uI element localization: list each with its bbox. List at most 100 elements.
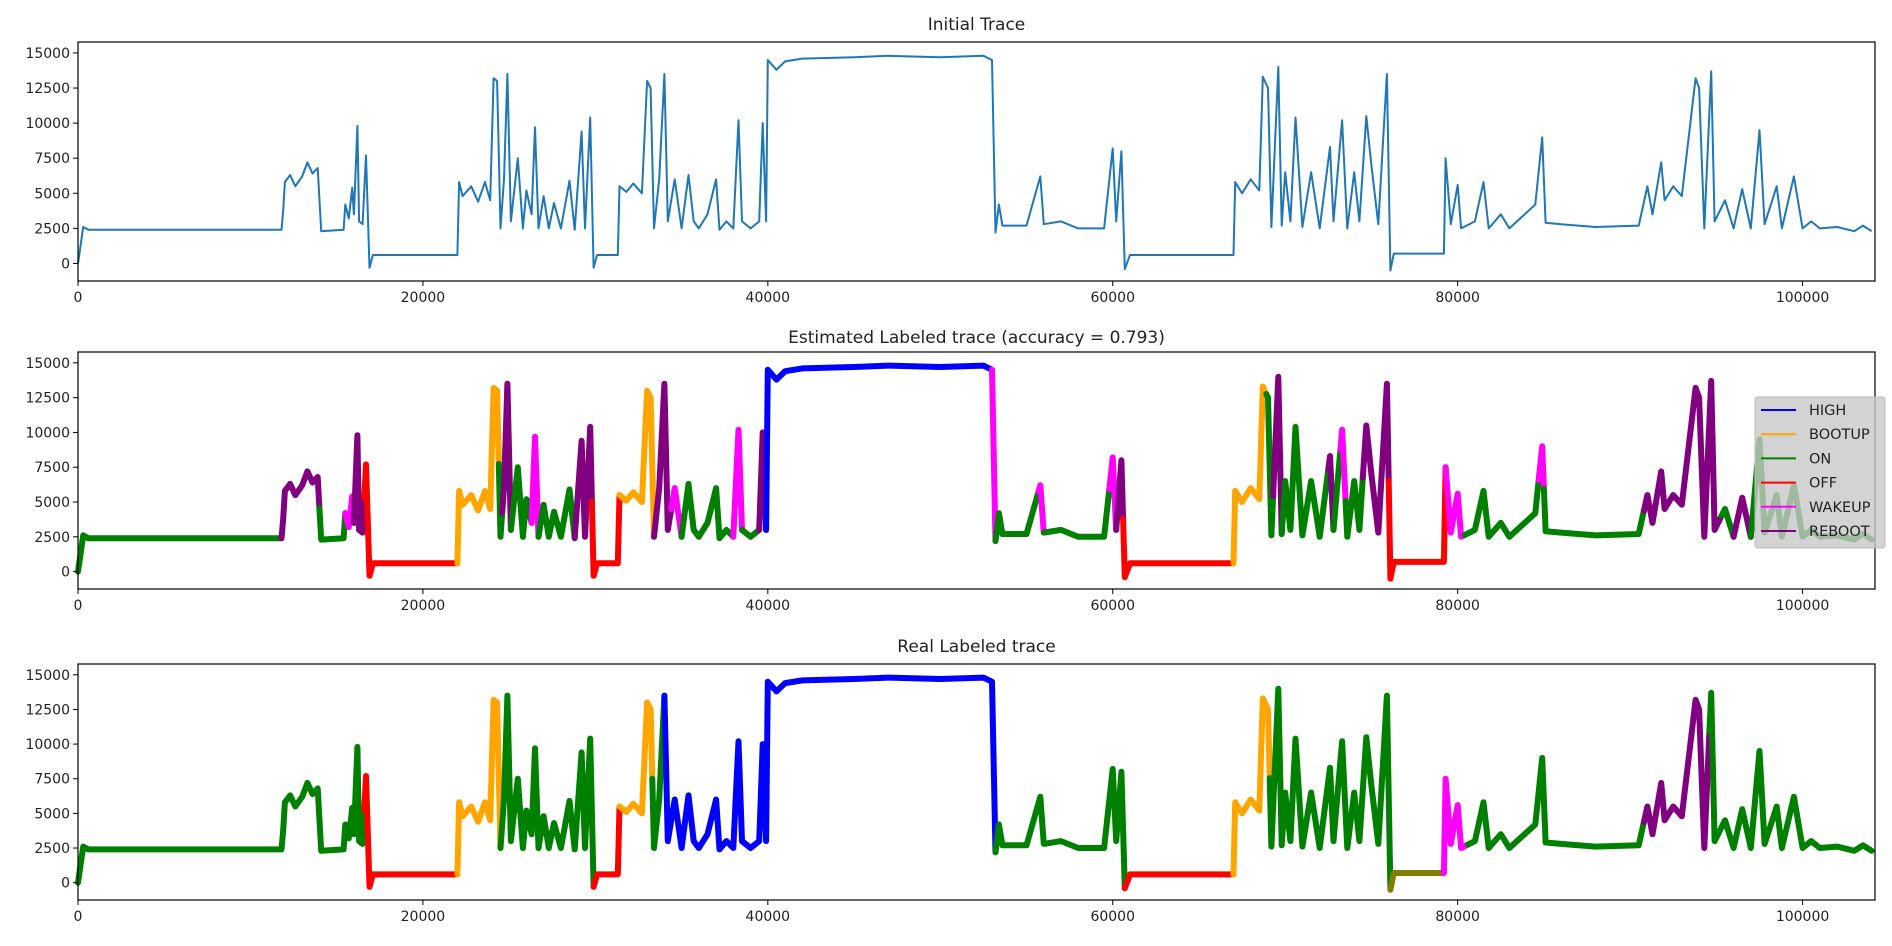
y-tick-label: 15000 (25, 356, 70, 372)
x-tick-label: 20000 (401, 290, 446, 306)
y-tick-label: 5000 (34, 806, 70, 822)
panel-2: Estimated Labeled trace (accuracy = 0.79… (25, 328, 1886, 614)
segment-on (1540, 485, 1647, 539)
segment-reboot (1270, 373, 1285, 537)
y-tick-label: 5000 (34, 186, 70, 202)
segment-reboot (571, 423, 595, 542)
segment-reboot (1730, 494, 1754, 540)
segment-on (1266, 685, 1394, 893)
segment-on (1330, 446, 1344, 533)
segment-on (497, 692, 597, 890)
legend-label-reboot: REBOOT (1809, 524, 1870, 540)
segment-bootup (616, 387, 657, 540)
y-tick-label: 10000 (25, 116, 70, 132)
y-tick-label: 2500 (34, 221, 70, 237)
segment-reboot (1640, 377, 1725, 540)
segment-reboot (499, 380, 514, 533)
segment-reboot (1640, 696, 1713, 851)
y-tick-label: 12500 (25, 702, 70, 718)
segment-on (495, 460, 506, 540)
segment-off (1385, 464, 1449, 582)
y-tick-label: 7500 (34, 151, 70, 167)
x-tick-label: 80000 (1435, 290, 1480, 306)
legend-label-high: HIGH (1809, 403, 1846, 419)
x-tick-label: 0 (74, 598, 83, 614)
y-tick-label: 7500 (34, 460, 70, 476)
y-tick-label: 10000 (25, 425, 70, 441)
x-tick-label: 20000 (401, 598, 446, 614)
y-tick-label: 5000 (34, 495, 70, 511)
segment-on (535, 486, 578, 542)
segment-wakeup (1535, 443, 1547, 492)
x-tick-label: 0 (74, 290, 83, 306)
panel-3: Real Labeled trace 0 20000 40000 60000 80000 1… (25, 637, 1876, 925)
segment-reboot (651, 380, 675, 540)
segment-off (1120, 515, 1237, 581)
legend-label-bootup: BOOTUP (1809, 427, 1870, 443)
y-tick-label: 0 (61, 876, 70, 892)
segment-wakeup (989, 366, 999, 544)
panel-title: Initial Trace (928, 15, 1026, 35)
x-tick-label: 100000 (1776, 290, 1829, 306)
legend-label-off: OFF (1809, 476, 1837, 492)
x-tick-label: 80000 (1435, 909, 1480, 925)
y-tick-label: 15000 (25, 46, 70, 62)
segment-on (992, 766, 1128, 892)
y-tick-label: 0 (61, 256, 70, 272)
segment-on (1706, 689, 1875, 854)
segment-wakeup (1440, 775, 1471, 876)
segment-off (588, 492, 623, 579)
segment-on (1461, 476, 1542, 540)
y-tick-label: 2500 (34, 841, 70, 857)
segment-off (361, 461, 461, 579)
axes-frame (77, 41, 1876, 282)
x-tick-label: 100000 (1776, 909, 1829, 925)
x-tick-label: 100000 (1776, 598, 1829, 614)
y-tick-label: 12500 (25, 391, 70, 407)
segment-on (1263, 390, 1277, 539)
segment-on (1465, 755, 1647, 851)
segment-reboot (1359, 380, 1392, 536)
x-tick-label: 0 (74, 909, 83, 925)
segment-bootup (616, 699, 656, 817)
legend-label-on: ON (1809, 451, 1831, 467)
legend-label-wakeup: WAKEUP (1809, 500, 1871, 516)
y-tick-label: 0 (61, 565, 70, 581)
segment-high (763, 362, 995, 533)
y-tick-label: 7500 (34, 772, 70, 788)
segment-reboot (1325, 453, 1337, 533)
segment-on (1278, 423, 1332, 540)
segment-wakeup (1442, 464, 1468, 540)
segment-on (316, 505, 349, 543)
segment-wakeup (528, 433, 542, 540)
x-tick-label: 60000 (1090, 909, 1135, 925)
segment-on (678, 480, 737, 542)
panel-title: Real Labeled trace (897, 637, 1055, 657)
axes-frame (77, 351, 1876, 590)
segment-high (661, 674, 999, 856)
segment-bootup (1230, 695, 1273, 878)
segment-unlabeled (1387, 870, 1447, 893)
segment-on (1040, 486, 1113, 540)
y-tick-label: 2500 (34, 530, 70, 546)
segment-off (1121, 871, 1237, 892)
segment-reboot (1113, 457, 1127, 533)
segment-bootup (1230, 383, 1270, 567)
segment-wakeup (1035, 482, 1047, 536)
segment-bootup (454, 696, 504, 878)
segment-on (75, 532, 285, 575)
segment-on (992, 488, 1042, 544)
x-tick-label: 40000 (746, 598, 791, 614)
segment-wakeup (730, 426, 745, 540)
segment-on (1718, 506, 1737, 540)
legend: HIGH BOOTUP ON OFF WAKEUP REBOOT (1754, 396, 1886, 549)
segment-bootup (454, 384, 502, 567)
segment-on (507, 464, 535, 540)
axes-frame (77, 663, 1876, 901)
segment-off (590, 803, 623, 890)
segment-wakeup (668, 485, 685, 540)
segment-on (1342, 474, 1366, 540)
x-tick-label: 60000 (1090, 290, 1135, 306)
